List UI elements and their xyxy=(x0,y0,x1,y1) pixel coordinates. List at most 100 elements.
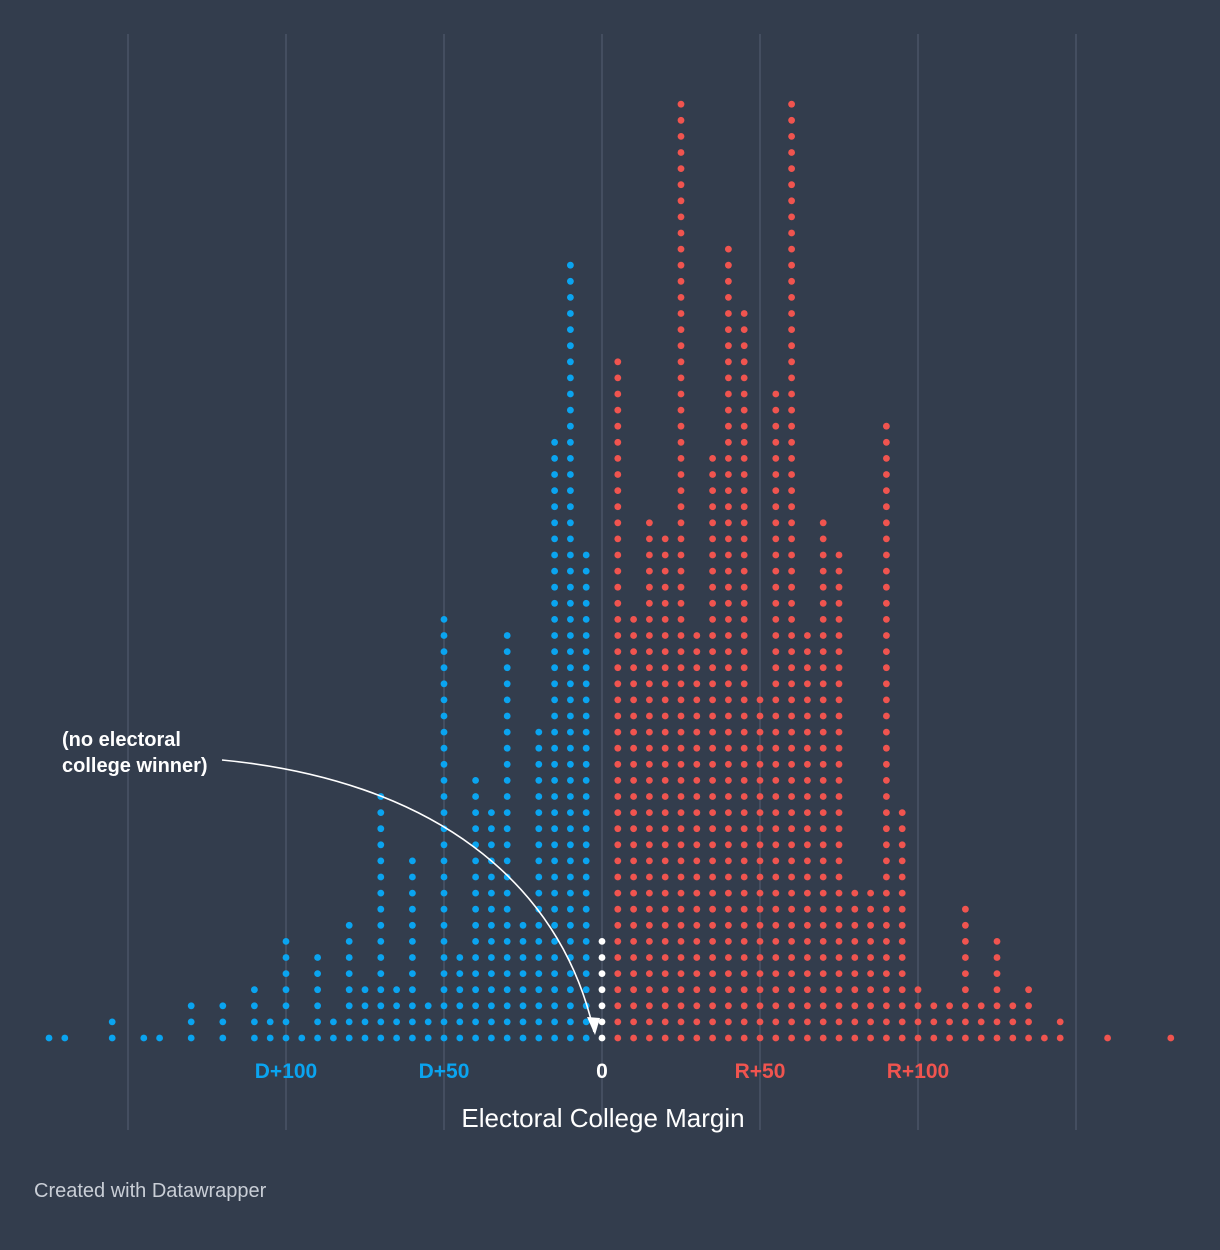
dot-rep xyxy=(725,825,732,833)
dot-rep xyxy=(788,116,795,124)
dot-rep xyxy=(740,438,748,446)
dot-dem xyxy=(567,261,574,269)
dot-dem xyxy=(456,986,464,994)
dot-dem xyxy=(488,970,495,977)
dot-rep xyxy=(677,1018,685,1026)
dot-rep xyxy=(677,326,685,333)
dot-rep xyxy=(677,277,685,285)
dot-rep xyxy=(788,181,795,189)
dot-rep xyxy=(788,406,795,414)
dot-rep xyxy=(677,680,685,688)
dot-rep xyxy=(835,873,843,881)
dot-rep xyxy=(630,760,637,768)
dot-rep xyxy=(725,986,732,994)
dot-rep xyxy=(693,793,701,800)
dot-rep xyxy=(709,873,716,881)
dot-dem xyxy=(393,986,400,994)
dot-rep xyxy=(835,1002,843,1010)
dot-rep xyxy=(835,664,843,672)
dot-rep xyxy=(914,986,922,994)
dot-dem xyxy=(535,857,543,865)
dot-rep xyxy=(772,712,780,720)
dot-dem xyxy=(582,825,590,833)
dot-rep xyxy=(804,777,811,784)
dot-rep xyxy=(930,1034,938,1042)
dot-rep xyxy=(646,1034,653,1042)
dot-rep xyxy=(851,986,859,994)
dot-dem xyxy=(535,986,543,994)
dot-dem xyxy=(551,777,558,784)
dot-dem xyxy=(156,1034,164,1042)
dot-rep xyxy=(693,873,701,881)
dot-rep xyxy=(614,503,622,511)
dot-rep xyxy=(677,406,685,414)
dot-dem xyxy=(503,1002,511,1010)
dot-rep xyxy=(740,857,748,865)
dot-rep xyxy=(725,471,732,478)
dot-rep xyxy=(614,455,622,462)
dot-rep xyxy=(883,873,890,881)
dot-rep xyxy=(661,841,669,849)
dot-rep xyxy=(756,777,764,784)
dot-dem xyxy=(219,1034,227,1042)
dot-dem xyxy=(567,889,574,897)
dot-rep xyxy=(630,777,637,784)
dot-rep xyxy=(772,777,780,784)
dot-rep xyxy=(772,664,780,672)
dot-dem xyxy=(551,905,558,913)
dot-dem xyxy=(251,1002,258,1010)
dot-rep xyxy=(693,905,701,913)
dot-rep xyxy=(693,954,701,961)
dot-dem xyxy=(582,744,590,752)
dot-rep xyxy=(677,229,685,237)
dot-dem xyxy=(567,648,574,655)
dot-dem xyxy=(503,954,511,961)
dot-dem xyxy=(551,728,558,736)
dot-dem xyxy=(424,1002,432,1010)
dot-rep xyxy=(693,986,701,994)
x-tick-label: R+50 xyxy=(735,1060,786,1083)
dot-rep xyxy=(677,261,685,269)
dot-rep xyxy=(867,889,874,897)
dot-rep xyxy=(661,680,669,688)
dot-dem xyxy=(582,728,590,736)
dot-rep xyxy=(725,712,732,720)
dot-rep xyxy=(725,632,732,639)
dot-rep xyxy=(646,793,653,800)
dot-rep xyxy=(819,777,827,784)
dot-tie xyxy=(598,954,606,961)
dot-rep xyxy=(772,471,780,478)
dot-rep xyxy=(677,310,685,317)
dot-rep xyxy=(756,793,764,800)
dot-rep xyxy=(835,680,843,688)
dot-rep xyxy=(677,938,685,945)
dot-rep xyxy=(883,632,890,639)
dot-dem xyxy=(503,680,511,688)
dot-rep xyxy=(740,406,748,414)
dot-rep xyxy=(788,310,795,317)
dot-dem xyxy=(456,954,464,961)
dot-rep xyxy=(883,551,890,559)
dot-rep xyxy=(788,744,795,752)
dot-dem xyxy=(567,406,574,414)
dot-rep xyxy=(962,1018,969,1026)
dot-rep xyxy=(835,841,843,849)
dot-rep xyxy=(1167,1034,1175,1042)
dot-rep xyxy=(804,680,811,688)
dot-rep xyxy=(630,954,637,961)
dot-rep xyxy=(614,438,622,446)
dot-rep xyxy=(614,825,622,833)
dot-rep xyxy=(725,294,732,301)
dot-rep xyxy=(709,712,716,720)
dot-rep xyxy=(772,873,780,881)
dot-rep xyxy=(740,680,748,688)
dot-dem xyxy=(582,567,590,575)
dot-rep xyxy=(756,921,764,929)
dot-rep xyxy=(709,519,716,527)
dot-dem xyxy=(519,986,527,994)
dot-rep xyxy=(677,294,685,301)
dot-rep xyxy=(883,519,890,527)
dot-dem xyxy=(567,793,574,800)
dot-rep xyxy=(630,744,637,752)
dot-dem xyxy=(472,825,479,833)
